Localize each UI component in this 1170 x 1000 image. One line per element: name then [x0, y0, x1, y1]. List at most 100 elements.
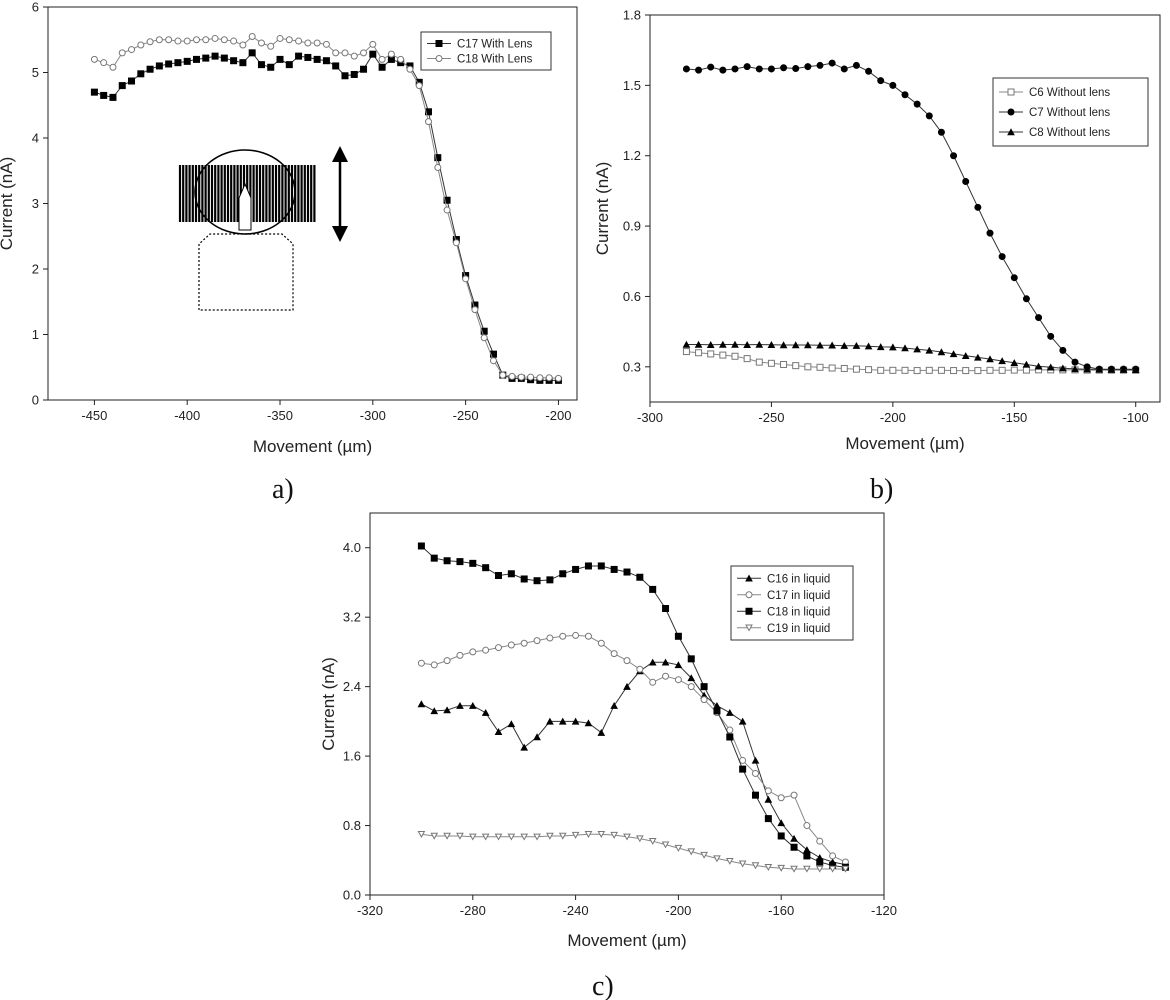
data-point	[559, 632, 567, 640]
data-point	[674, 844, 683, 852]
x-tick-label: -300	[637, 410, 663, 425]
data-point	[1022, 366, 1030, 374]
data-point	[738, 860, 747, 868]
data-point	[174, 59, 182, 67]
series-line	[421, 833, 846, 870]
data-point	[986, 355, 994, 363]
data-point	[755, 65, 763, 73]
data-point	[443, 657, 451, 665]
data-point	[443, 832, 451, 840]
probe-schematic-inset	[178, 146, 348, 311]
data-point	[764, 795, 773, 803]
data-point	[777, 819, 786, 827]
data-point	[731, 65, 739, 73]
data-point	[1010, 366, 1018, 374]
data-point	[695, 66, 703, 74]
data-point	[840, 65, 848, 73]
y-tick-label: 2.4	[343, 679, 361, 694]
data-point	[1059, 346, 1067, 354]
series-line	[686, 343, 1136, 371]
data-point	[430, 707, 439, 715]
data-point	[546, 832, 554, 840]
data-point	[648, 837, 657, 845]
data-point	[267, 63, 275, 71]
series-c17-with-lens	[90, 49, 562, 384]
data-point	[584, 719, 593, 727]
data-point	[706, 341, 715, 348]
data-point	[682, 340, 691, 348]
data-point	[700, 851, 708, 859]
data-point	[165, 36, 173, 44]
data-point	[864, 342, 873, 350]
data-point	[332, 49, 340, 57]
data-point	[829, 852, 837, 860]
probe-tip-shape	[238, 182, 252, 231]
legend: C16 in liquid C17 in liquid C18 in liquid C…	[730, 565, 854, 641]
data-point	[877, 366, 885, 374]
legend-label: C18 With Lens	[457, 54, 533, 66]
x-axis-label: Movement (µm)	[567, 931, 686, 950]
data-point	[777, 794, 785, 802]
data-point	[687, 683, 695, 691]
caption-a: a)	[272, 474, 294, 505]
series-c18-in-liquid	[417, 542, 849, 871]
data-point	[751, 756, 760, 764]
data-point	[369, 50, 377, 58]
data-point	[719, 351, 727, 359]
data-point	[719, 66, 727, 74]
data-point	[913, 367, 921, 375]
data-point	[559, 570, 567, 578]
data-point	[533, 833, 541, 841]
data-point	[468, 702, 477, 709]
y-tick-label: 2	[32, 262, 39, 277]
data-point	[304, 39, 312, 47]
data-point	[790, 834, 798, 842]
data-point	[1119, 365, 1128, 373]
y-axis-label: Current (nA)	[0, 157, 16, 251]
data-point	[937, 348, 946, 356]
data-point	[791, 341, 800, 349]
data-point	[674, 661, 683, 669]
chart-panel-b: -300 -250 -200 -150 -100 0.3 0.6 0.9 1.2 1.5 1.8 Mo…	[593, 8, 1161, 453]
data-point	[986, 366, 994, 374]
legend-marker	[1007, 128, 1015, 136]
data-point	[165, 60, 173, 68]
data-point	[694, 340, 703, 348]
data-point	[852, 341, 861, 349]
data-point	[494, 833, 503, 841]
y-tick-label: 1	[32, 327, 39, 342]
data-point	[841, 865, 850, 873]
data-point	[962, 367, 970, 375]
data-point	[700, 683, 708, 691]
data-point	[109, 63, 117, 71]
data-point	[146, 38, 154, 46]
data-point	[739, 756, 747, 764]
y-axis-label: Current (nA)	[593, 162, 612, 256]
data-point	[950, 367, 958, 375]
data-point	[623, 568, 631, 576]
data-point	[865, 67, 873, 75]
data-point	[986, 229, 994, 237]
data-point	[998, 366, 1006, 374]
data-point	[743, 63, 751, 71]
data-point	[469, 559, 477, 567]
data-point	[313, 39, 321, 47]
y-tick-label: 6	[32, 0, 39, 15]
data-point	[520, 575, 528, 583]
data-point	[443, 557, 451, 565]
plot-frame	[649, 14, 1161, 403]
data-point	[507, 641, 515, 649]
y-tick-label: 1.8	[623, 8, 641, 23]
data-point	[507, 833, 516, 841]
data-point	[456, 651, 464, 659]
data-point	[662, 672, 670, 680]
data-point	[495, 572, 502, 580]
data-point	[507, 720, 516, 728]
x-tick-label: -120	[871, 903, 897, 918]
data-point	[558, 832, 567, 840]
data-point	[623, 833, 631, 841]
data-point	[118, 49, 126, 57]
data-point	[434, 154, 442, 162]
data-point	[90, 88, 98, 96]
data-point	[816, 837, 824, 845]
